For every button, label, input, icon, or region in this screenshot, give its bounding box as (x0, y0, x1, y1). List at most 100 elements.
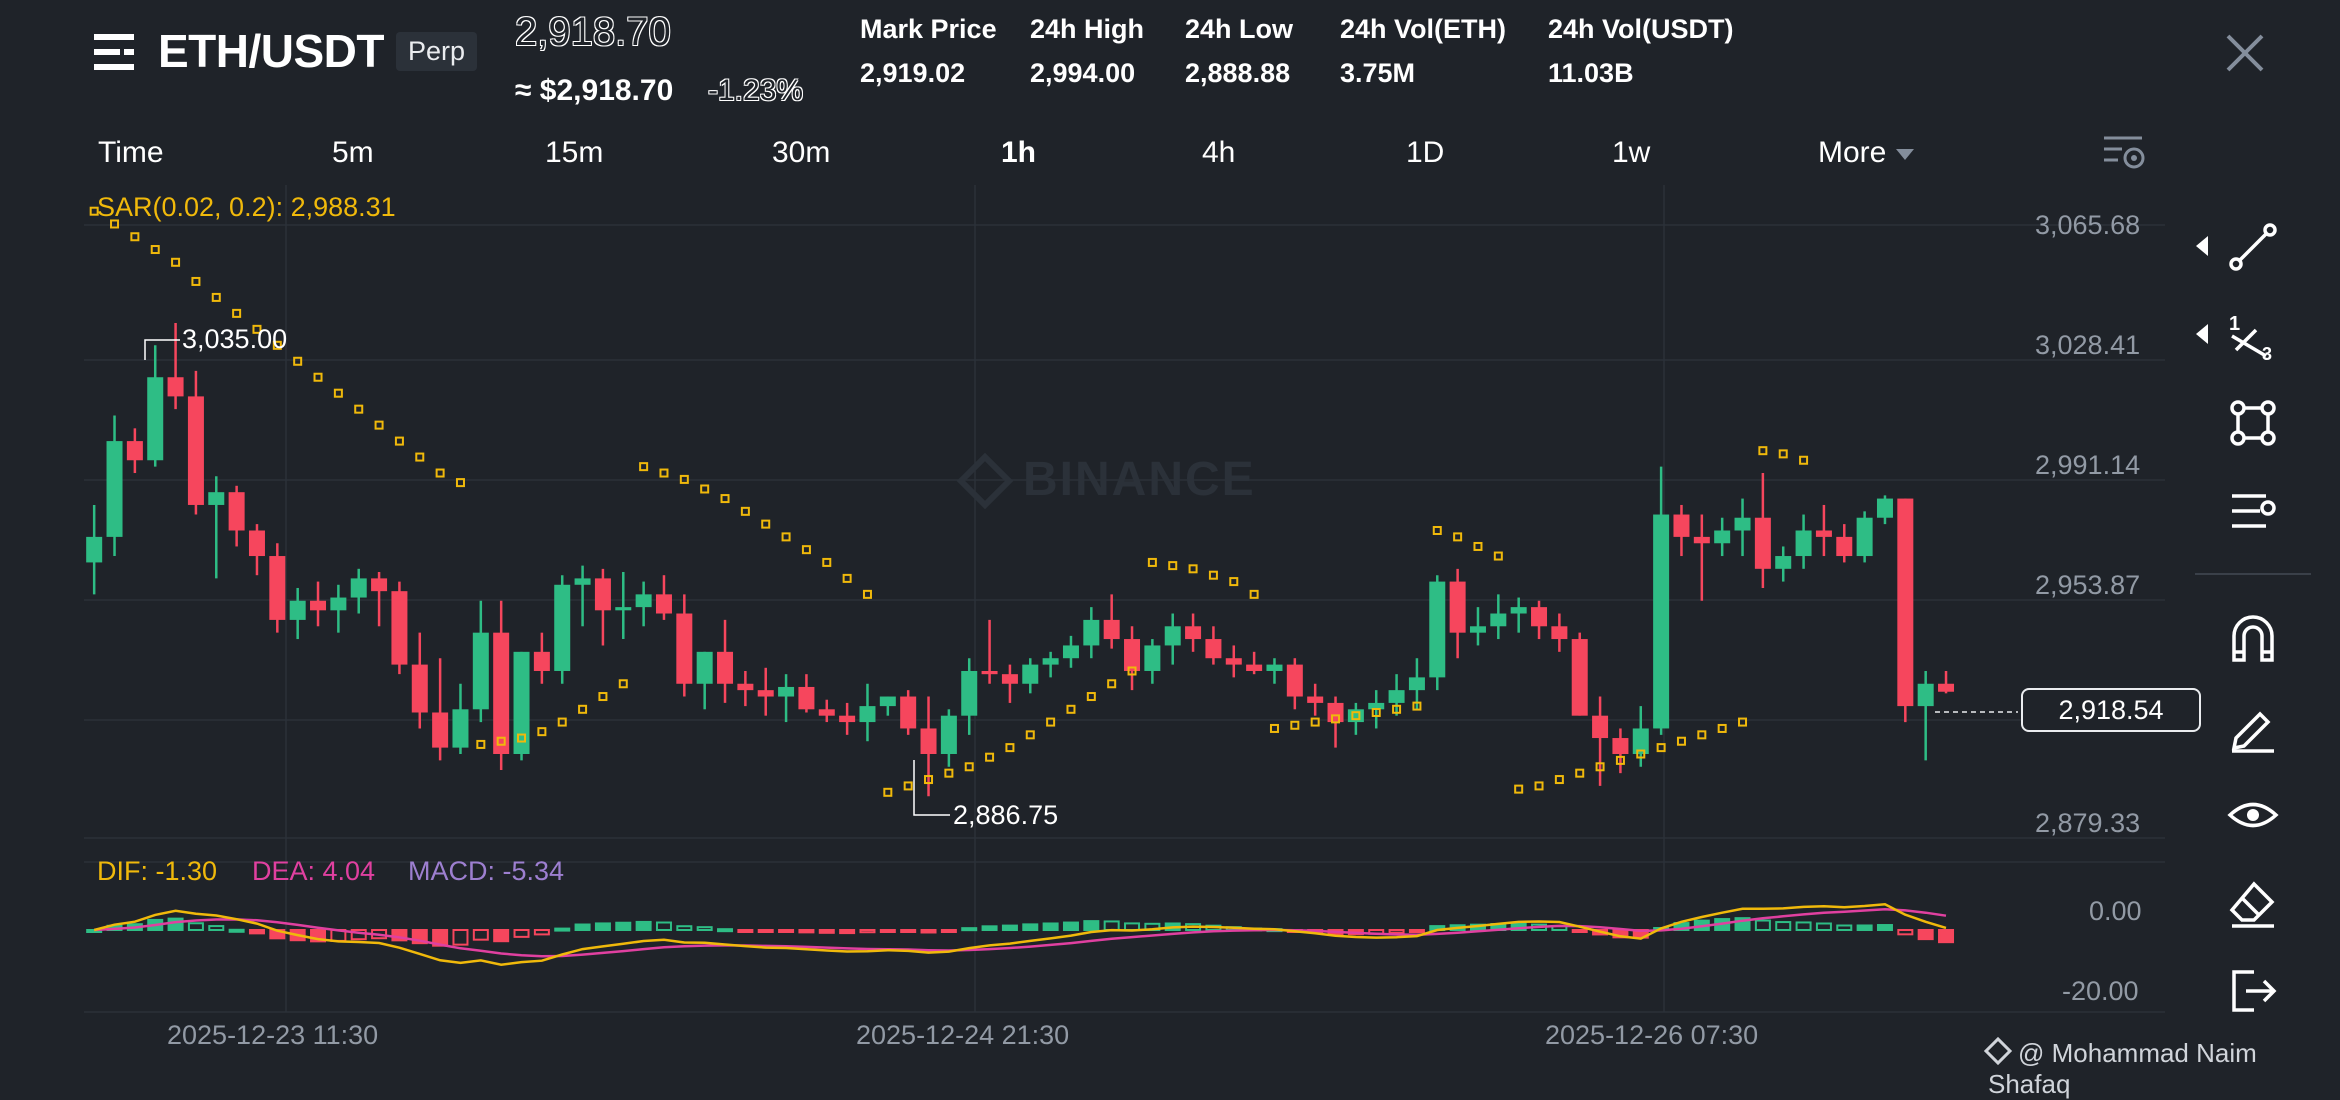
close-icon[interactable] (2220, 28, 2270, 78)
candle-body (655, 594, 672, 614)
sar-dot (293, 356, 303, 366)
macd-dea-label[interactable]: DEA: 4.04 (252, 856, 376, 886)
exit-icon[interactable] (2226, 964, 2280, 1018)
candle-body (940, 715, 957, 755)
candles-layer (86, 322, 1955, 797)
pencil-icon[interactable] (2226, 700, 2280, 754)
macd-bar (248, 929, 265, 935)
sar-dot (1595, 762, 1605, 772)
tab-5m[interactable]: 5m (332, 136, 374, 169)
sar-dot (639, 462, 649, 472)
author-text: @ Mohammad Naim Shafaq (1988, 1038, 2257, 1099)
candle-body (106, 441, 123, 537)
trading-pair[interactable]: ETH/USDT (158, 25, 385, 77)
candle-body (1876, 498, 1893, 518)
sar-dot (394, 436, 404, 446)
price-axis-tick: 2,953.87 (2035, 570, 2141, 600)
sar-dot (1168, 561, 1178, 571)
eye-icon[interactable] (2226, 788, 2280, 842)
macd-bar (818, 929, 835, 934)
sar-dot (1758, 446, 1768, 456)
candle-body (1469, 626, 1486, 633)
svg-text:3: 3 (2262, 344, 2272, 362)
current-price-label: 2,918.54 (2021, 688, 2201, 732)
sar-dot (1147, 557, 1157, 567)
sar-dot (191, 276, 201, 286)
macd-bar (1103, 920, 1120, 931)
sar-dot (801, 545, 811, 555)
tab-more[interactable]: More (1818, 136, 1915, 170)
parallel-lines-icon[interactable] (2226, 484, 2280, 538)
candle-body (635, 594, 652, 608)
macd-bar (1836, 924, 1853, 932)
candle-body (1592, 715, 1609, 739)
tab-1h[interactable]: 1h (1001, 136, 1037, 169)
last-price: 2,918.70 (515, 10, 671, 54)
macd-dif-label[interactable]: DIF: -1.30 (97, 856, 218, 886)
candle-body (1897, 498, 1914, 707)
sar-dot (1066, 704, 1076, 714)
sar-dot (1127, 666, 1137, 676)
high-marker-label: 3,035.00 (182, 324, 288, 354)
tab-1d[interactable]: 1D (1406, 136, 1445, 169)
caret-left-icon[interactable] (2196, 324, 2208, 344)
macd-bar (1001, 924, 1018, 932)
sar-dot (313, 372, 323, 382)
candle-body (1225, 658, 1242, 665)
candle-body (1124, 639, 1141, 671)
sar-layer (89, 206, 1809, 797)
candle-body (1307, 696, 1324, 703)
candle-body (1083, 619, 1100, 646)
candle-body (1001, 674, 1018, 684)
candle-body (248, 530, 265, 557)
candle-body (1714, 530, 1731, 544)
trend-line-icon[interactable] (2226, 220, 2280, 274)
dif-line (93, 903, 1947, 966)
tab-15m[interactable]: 15m (545, 136, 604, 169)
sar-dot (455, 478, 465, 488)
watermark-text: BINANCE (1023, 453, 1256, 506)
candle-body (310, 600, 327, 611)
candle-body (961, 670, 978, 716)
menu-icon[interactable] (92, 30, 136, 74)
macd-bar (1815, 922, 1832, 932)
candle-body (1429, 581, 1446, 678)
macd-bar (655, 921, 672, 932)
sar-dot (496, 736, 506, 746)
tab-1w[interactable]: 1w (1612, 136, 1651, 169)
tab-time[interactable]: Time (98, 136, 164, 169)
candle-body (554, 584, 571, 671)
magnet-icon[interactable] (2226, 612, 2280, 666)
stat-label-24h-vol-usdt: 24h Vol(USDT) (1548, 14, 1734, 44)
caret-left-icon[interactable] (2196, 236, 2208, 256)
candle-body (147, 377, 164, 461)
tab-30m[interactable]: 30m (772, 136, 831, 169)
sar-dot (1290, 720, 1300, 730)
sar-indicator-label[interactable]: SAR(0.02, 0.2): 2,988.31 (97, 192, 396, 222)
macd-bar (615, 921, 632, 932)
macd-value-label[interactable]: MACD: -5.34 (408, 856, 565, 886)
macd-bar (187, 922, 204, 931)
candle-body (594, 578, 611, 611)
candle-body (1103, 619, 1120, 640)
time-axis-tick: 2025-12-24 21:30 (856, 1020, 1070, 1050)
macd-bar (676, 925, 693, 931)
sar-dot (415, 452, 425, 462)
candle-body (574, 578, 591, 585)
candle-body (981, 670, 998, 675)
shape-icon[interactable] (2226, 396, 2280, 450)
candle-body (1510, 607, 1527, 614)
eraser-icon[interactable] (2226, 876, 2280, 930)
sar-dot (842, 573, 852, 583)
price-axis-tick: 2,879.33 (2035, 808, 2141, 838)
candle-body (1653, 514, 1670, 729)
stat-value-mark-price: 2,919.02 (860, 58, 966, 88)
macd-bar (940, 929, 957, 933)
candle-body (1612, 738, 1629, 755)
price-change: -1.23% (708, 74, 804, 107)
indicator-settings-icon[interactable] (2102, 132, 2146, 172)
tab-4h[interactable]: 4h (1202, 136, 1236, 169)
high-marker-line (144, 339, 180, 360)
